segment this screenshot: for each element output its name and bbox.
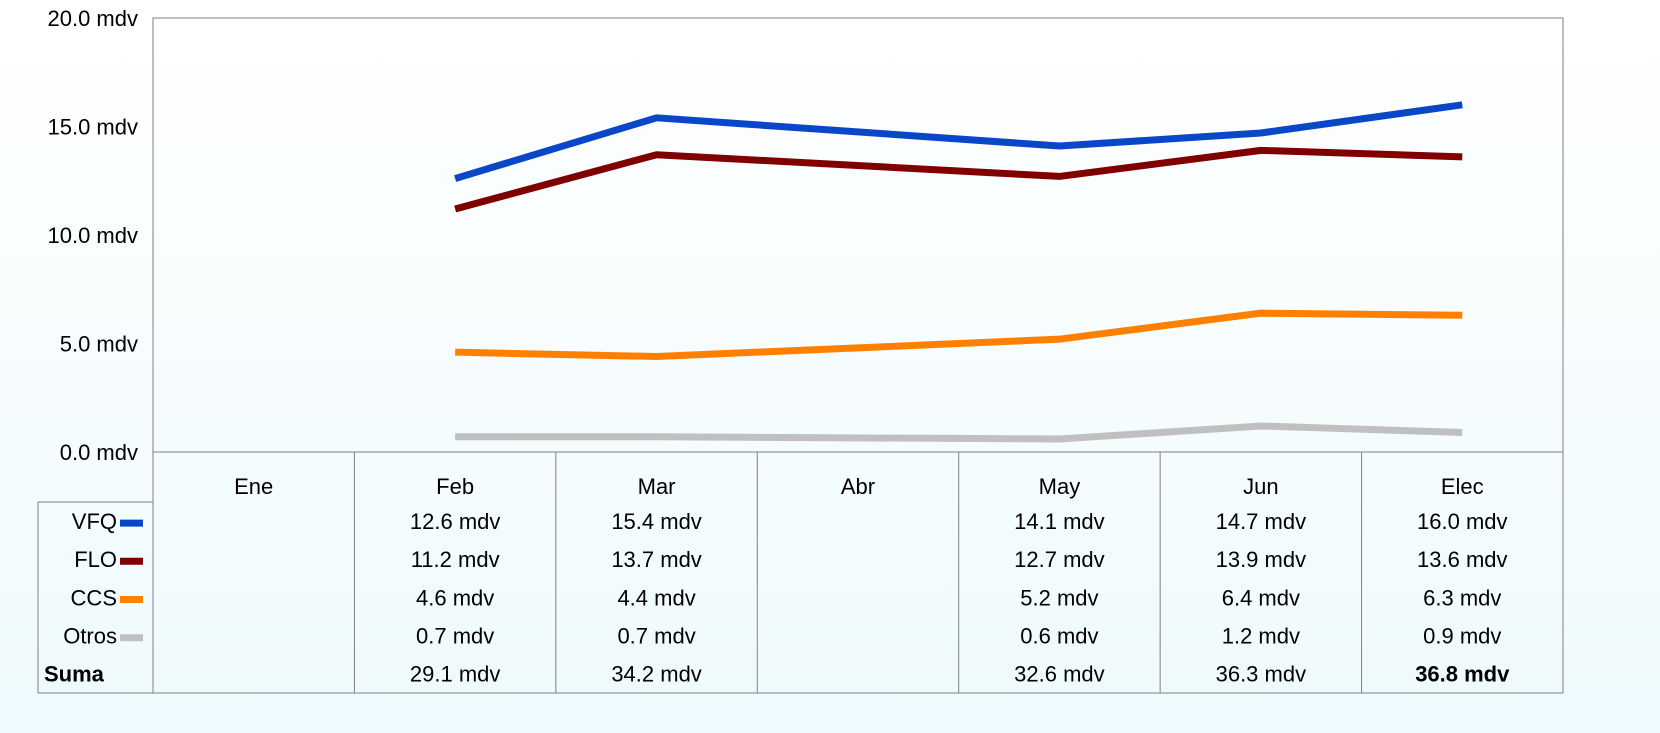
series-line <box>455 309 1463 361</box>
x-tick-label: Elec <box>1441 474 1484 499</box>
y-tick-label: 20.0 mdv <box>48 6 139 31</box>
table-value: 4.6 mdv <box>416 585 494 610</box>
table-value: 14.7 mdv <box>1216 509 1307 534</box>
y-tick-label: 15.0 mdv <box>48 114 139 139</box>
x-tick-label: Mar <box>638 474 676 499</box>
total-value: 34.2 mdv <box>611 662 702 687</box>
plot-area <box>152 17 1564 453</box>
table-value: 6.3 mdv <box>1423 585 1501 610</box>
table-value: 0.7 mdv <box>416 624 494 649</box>
x-tick-label: Abr <box>841 474 875 499</box>
total-value: 32.6 mdv <box>1014 662 1105 687</box>
total-value: 36.8 mdv <box>1415 662 1510 687</box>
table-value: 12.7 mdv <box>1014 547 1105 572</box>
series-line <box>454 101 1463 182</box>
table-value: 13.7 mdv <box>611 547 702 572</box>
table-value: 4.4 mdv <box>617 585 695 610</box>
y-tick-label: 10.0 mdv <box>48 223 139 248</box>
table-value: 0.6 mdv <box>1020 624 1098 649</box>
total-value: 36.3 mdv <box>1216 662 1307 687</box>
x-tick-label: May <box>1039 474 1081 499</box>
table-value: 14.1 mdv <box>1014 509 1105 534</box>
y-tick-label: 0.0 mdv <box>60 440 138 465</box>
series-line <box>454 146 1463 213</box>
table-value: 12.6 mdv <box>410 509 501 534</box>
table-value: 6.4 mdv <box>1222 585 1300 610</box>
table-value: 0.7 mdv <box>617 624 695 649</box>
table-value: 11.2 mdv <box>411 547 500 572</box>
table-value: 13.6 mdv <box>1417 547 1508 572</box>
legend-label: FLO <box>74 547 117 572</box>
series-line <box>455 422 1463 443</box>
total-label: Suma <box>44 662 105 687</box>
table-value: 5.2 mdv <box>1020 585 1098 610</box>
table-value: 13.9 mdv <box>1216 547 1307 572</box>
legend-label: VFQ <box>72 509 117 534</box>
table-value: 16.0 mdv <box>1417 509 1508 534</box>
table-value: 1.2 mdv <box>1222 624 1300 649</box>
x-tick-label: Ene <box>234 474 273 499</box>
table-value: 0.9 mdv <box>1423 624 1501 649</box>
legend-label: CCS <box>71 585 117 610</box>
table-value: 15.4 mdv <box>611 509 702 534</box>
total-value: 29.1 mdv <box>410 662 501 687</box>
y-tick-label: 5.0 mdv <box>60 331 138 356</box>
x-tick-label: Feb <box>436 474 474 499</box>
x-tick-label: Jun <box>1243 474 1278 499</box>
legend-label: Otros <box>63 624 117 649</box>
